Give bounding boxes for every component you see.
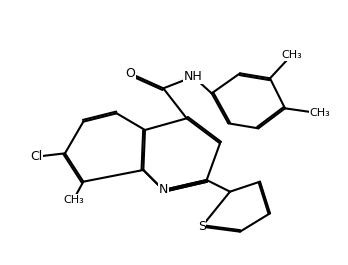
- Text: Cl: Cl: [31, 150, 43, 163]
- Text: CH₃: CH₃: [63, 195, 84, 205]
- Text: CH₃: CH₃: [310, 108, 330, 118]
- Text: S: S: [198, 220, 206, 233]
- Text: N: N: [159, 183, 168, 197]
- Text: O: O: [125, 67, 135, 80]
- Text: NH: NH: [184, 70, 203, 83]
- Text: CH₃: CH₃: [281, 50, 302, 60]
